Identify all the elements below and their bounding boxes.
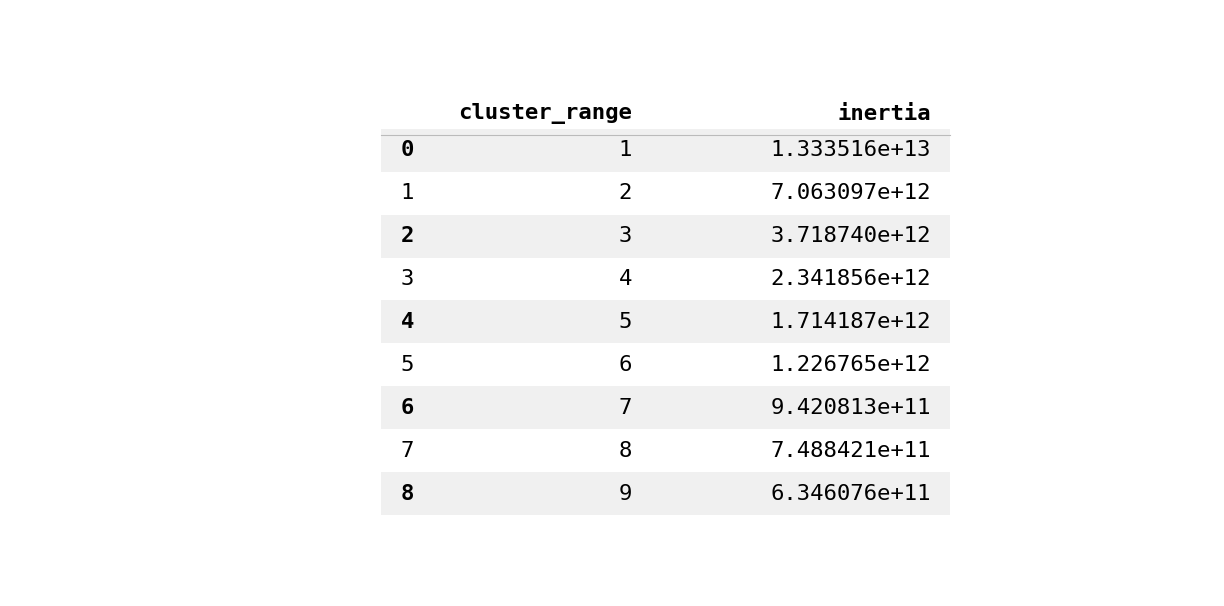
- Text: 1: 1: [618, 140, 632, 160]
- Text: 1.226765e+12: 1.226765e+12: [770, 355, 931, 375]
- Text: 6.346076e+11: 6.346076e+11: [770, 484, 931, 504]
- Bar: [381, 215, 950, 258]
- Text: 7.063097e+12: 7.063097e+12: [770, 183, 931, 203]
- Bar: [381, 171, 950, 215]
- Text: 3: 3: [400, 269, 414, 289]
- Text: 2.341856e+12: 2.341856e+12: [770, 269, 931, 289]
- Bar: [381, 128, 950, 171]
- Text: 9.420813e+11: 9.420813e+11: [770, 398, 931, 418]
- Text: 6: 6: [618, 355, 632, 375]
- Text: inertia: inertia: [837, 104, 931, 124]
- Text: 5: 5: [400, 355, 414, 375]
- Text: 7.488421e+11: 7.488421e+11: [770, 441, 931, 461]
- Bar: [381, 429, 950, 472]
- Text: 3: 3: [618, 226, 632, 246]
- Text: 8: 8: [618, 441, 632, 461]
- Text: 9: 9: [618, 484, 632, 504]
- Bar: [381, 386, 950, 429]
- Text: 6: 6: [400, 398, 414, 418]
- Text: 4: 4: [400, 312, 414, 332]
- Text: 4: 4: [618, 269, 632, 289]
- Text: 8: 8: [400, 484, 414, 504]
- Text: 2: 2: [400, 226, 414, 246]
- Bar: [381, 344, 950, 386]
- Text: 1: 1: [400, 183, 414, 203]
- Text: 2: 2: [618, 183, 632, 203]
- Bar: [381, 258, 950, 301]
- Text: 3.718740e+12: 3.718740e+12: [770, 226, 931, 246]
- Text: cluster_range: cluster_range: [458, 104, 632, 124]
- Bar: [381, 472, 950, 515]
- Text: 0: 0: [400, 140, 414, 160]
- Text: 7: 7: [618, 398, 632, 418]
- Text: 7: 7: [400, 441, 414, 461]
- Text: 1.333516e+13: 1.333516e+13: [770, 140, 931, 160]
- Bar: [381, 301, 950, 344]
- Text: 5: 5: [618, 312, 632, 332]
- Text: 1.714187e+12: 1.714187e+12: [770, 312, 931, 332]
